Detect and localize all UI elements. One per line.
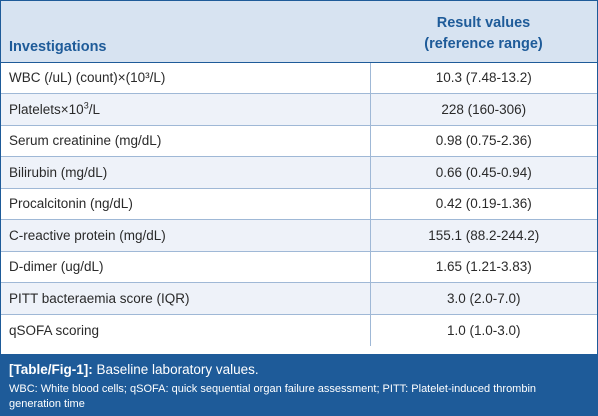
row-parameter: qSOFA scoring <box>1 314 371 346</box>
row-parameter: D-dimer (ug/dL) <box>1 251 371 283</box>
table-row: C-reactive protein (mg/dL) 155.1 (88.2-2… <box>1 219 597 252</box>
table-row: D-dimer (ug/dL) 1.65 (1.21-3.83) <box>1 251 597 283</box>
table-row: qSOFA scoring 1.0 (1.0-3.0) <box>1 314 597 346</box>
header-investigations: Investigations <box>1 1 370 63</box>
table-row: Bilirubin (mg/dL) 0.66 (0.45-0.94) <box>1 156 597 189</box>
row-parameter: WBC (/uL) (count)×(10³/L) <box>1 62 371 94</box>
table-row: Platelets×103/L 228 (160-306) <box>1 93 597 126</box>
row-value: 1.65 (1.21-3.83) <box>370 251 597 283</box>
row-parameter: Platelets×103/L <box>1 93 371 126</box>
parameter-superscript: 3 <box>83 100 89 111</box>
header-result-values-line2: (reference range) <box>424 35 543 52</box>
table-header-row: Investigations Result values (reference … <box>1 1 597 63</box>
parameter-prefix: Platelets×10 <box>9 101 84 117</box>
table-row: PITT bacteraemia score (IQR) 3.0 (2.0-7.… <box>1 282 597 315</box>
table-row: Procalcitonin (ng/dL) 0.42 (0.19-1.36) <box>1 188 597 220</box>
figure-caption: [Table/Fig-1]: Baseline laboratory value… <box>1 354 597 415</box>
caption-tag: [Table/Fig-1]: <box>9 362 93 377</box>
row-parameter: C-reactive protein (mg/dL) <box>1 219 371 252</box>
parameter-suffix: /L <box>88 101 100 117</box>
row-value: 228 (160-306) <box>370 93 597 126</box>
table-row: WBC (/uL) (count)×(10³/L) 10.3 (7.48-13.… <box>1 62 597 94</box>
header-result-values-line1: Result values <box>436 14 531 31</box>
table-row: Serum creatinine (mg/dL) 0.98 (0.75-2.36… <box>1 125 597 157</box>
caption-title: Baseline laboratory values. <box>96 362 259 377</box>
row-parameter: Serum creatinine (mg/dL) <box>1 125 371 157</box>
row-value: 0.98 (0.75-2.36) <box>370 125 597 157</box>
header-result-values: Result values (reference range) <box>370 1 597 63</box>
row-value: 3.0 (2.0-7.0) <box>370 282 597 315</box>
row-value: 155.1 (88.2-244.2) <box>370 219 597 252</box>
row-value: 1.0 (1.0-3.0) <box>446 322 521 338</box>
row-parameter: Bilirubin (mg/dL) <box>1 156 371 189</box>
row-parameter: PITT bacteraemia score (IQR) <box>1 282 371 315</box>
lab-values-table: Investigations Result values (reference … <box>1 1 597 346</box>
row-value: 0.66 (0.45-0.94) <box>370 156 597 189</box>
caption-abbreviations: WBC: White blood cells; qSOFA: quick seq… <box>9 383 537 410</box>
caption-title-line: [Table/Fig-1]: Baseline laboratory value… <box>9 361 589 379</box>
row-value: 10.3 (7.48-13.2) <box>370 62 597 94</box>
row-parameter: Procalcitonin (ng/dL) <box>1 188 371 220</box>
row-value: 0.42 (0.19-1.36) <box>370 188 597 220</box>
